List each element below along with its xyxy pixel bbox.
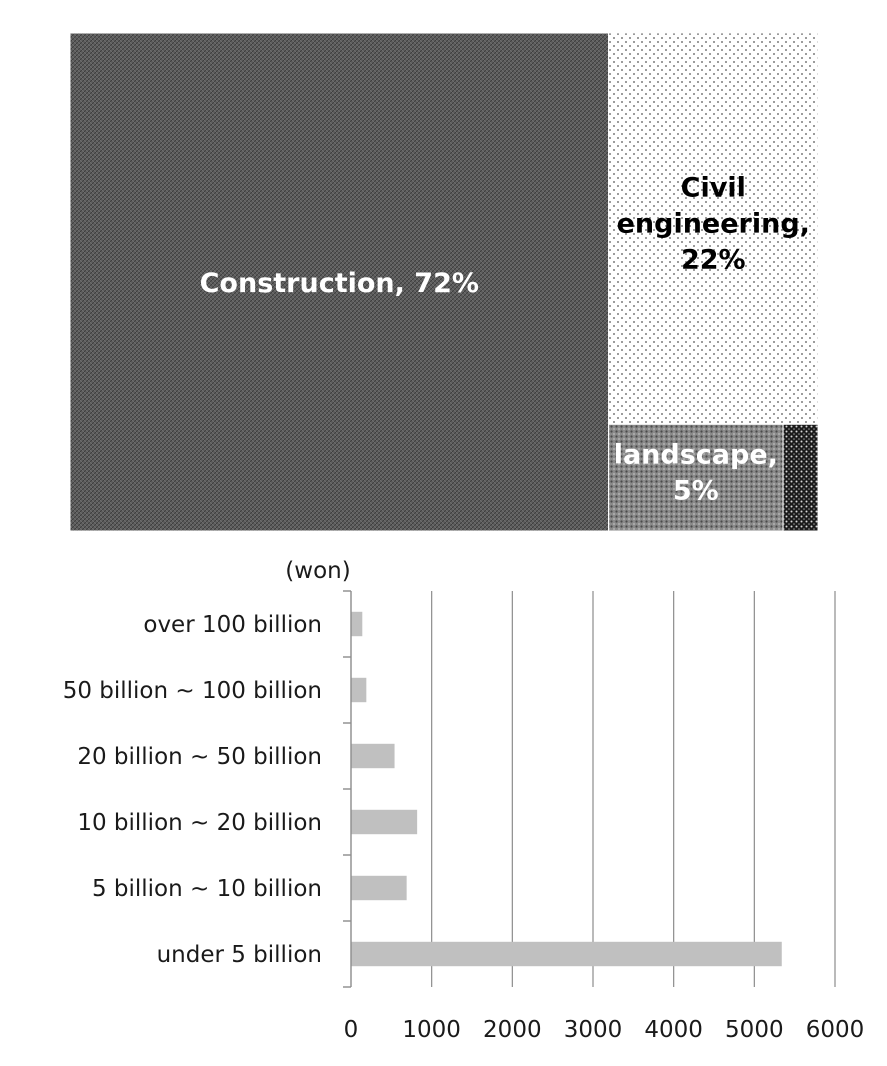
treemap-rect <box>782 423 819 532</box>
treemap-rect <box>608 423 784 532</box>
x-tick-label: 2000 <box>483 1017 542 1043</box>
bar <box>351 743 395 769</box>
category-label: under 5 billion <box>157 942 322 968</box>
treemap-label: Civil engineering, 22% <box>617 173 810 276</box>
category-label: 20 billion ~ 50 billion <box>77 744 322 770</box>
treemap-cell-landscape: landscape, 5% <box>608 423 784 532</box>
treemap-label: Construction, 72% <box>200 268 479 299</box>
treemap-cell-civil-engineering: Civil engineering, 22% <box>608 32 819 425</box>
treemap-cell-construction: Construction, 72% <box>69 32 610 532</box>
bar <box>351 611 363 637</box>
category-label: 5 billion ~ 10 billion <box>92 876 322 902</box>
treemap-rect <box>69 32 610 532</box>
x-tick-label: 4000 <box>644 1017 703 1043</box>
bar <box>351 875 407 901</box>
category-label: 10 billion ~ 20 billion <box>77 810 322 836</box>
x-tick-label: 3000 <box>564 1017 623 1043</box>
bar <box>351 809 418 835</box>
treemap-cell-other <box>782 423 819 532</box>
x-tick-label: 6000 <box>806 1017 865 1043</box>
bar-chart: (won) over 100 billion 50 billion ~ 100 b… <box>63 558 865 1043</box>
unit-label: (won) <box>285 558 350 584</box>
x-tick-label: 1000 <box>402 1017 461 1043</box>
x-tick-label: 5000 <box>725 1017 784 1043</box>
treemap-rect <box>608 32 819 425</box>
x-tick-label: 0 <box>344 1017 359 1043</box>
category-label: 50 billion ~ 100 billion <box>63 678 322 704</box>
category-label: over 100 billion <box>143 612 322 638</box>
treemap-label: landscape, 5% <box>614 440 778 507</box>
bar <box>351 677 367 703</box>
treemap: Construction, 72% Civil engineering, 22% lan… <box>69 32 819 532</box>
bar <box>351 941 782 967</box>
